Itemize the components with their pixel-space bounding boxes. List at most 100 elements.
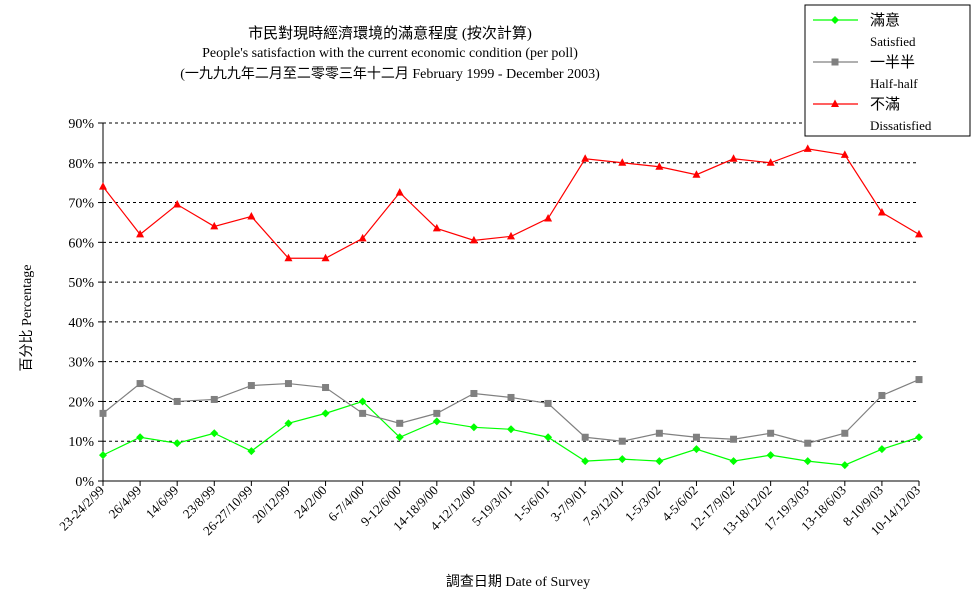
- data-point: [396, 419, 404, 427]
- legend-marker: [831, 58, 839, 66]
- data-point: [915, 376, 923, 384]
- x-axis-ticks: 23-24/2/9926/4/9914/6/9923/8/9926-27/10/…: [56, 481, 923, 538]
- x-axis-label: 調查日期 Date of Survey: [446, 574, 590, 590]
- data-point: [173, 200, 182, 208]
- legend-label-en: Half-half: [870, 76, 918, 91]
- data-point: [803, 144, 812, 152]
- data-point: [136, 229, 145, 238]
- x-tick-label: 1-5/6/01: [510, 483, 552, 525]
- data-point: [136, 380, 144, 388]
- data-point: [210, 221, 219, 230]
- data-point: [210, 429, 219, 438]
- data-point: [877, 208, 886, 216]
- y-tick-label: 40%: [68, 316, 94, 331]
- data-point: [247, 382, 255, 390]
- data-point: [321, 253, 330, 262]
- legend-label: 一半半: [870, 54, 915, 71]
- data-point: [99, 451, 107, 460]
- series-layer: [99, 144, 923, 470]
- data-point: [173, 439, 182, 448]
- data-point: [432, 223, 441, 232]
- data-point: [618, 455, 627, 464]
- y-tick-label: 80%: [68, 157, 94, 172]
- data-point: [840, 461, 849, 470]
- y-tick-label: 10%: [68, 435, 94, 450]
- x-tick-label: 20/12/99: [249, 483, 292, 526]
- data-point: [247, 211, 256, 220]
- gridlines: [103, 122, 919, 442]
- chart-subtitle: People's satisfaction with the current e…: [202, 46, 578, 61]
- y-tick-label: 50%: [68, 276, 94, 291]
- data-point: [618, 158, 627, 166]
- legend-label: 不滿: [870, 96, 900, 113]
- data-point: [433, 409, 441, 417]
- legend-box: [804, 4, 971, 137]
- data-point: [804, 439, 812, 447]
- series-half-half: [99, 376, 923, 447]
- data-point: [507, 393, 515, 401]
- x-tick-label: 23-24/2/99: [56, 483, 107, 534]
- data-point: [507, 425, 515, 434]
- x-tick-label: 26/4/99: [106, 483, 145, 522]
- data-point: [729, 457, 738, 466]
- data-point: [767, 429, 775, 437]
- data-point: [99, 182, 107, 190]
- legend-label-en: Satisfied: [870, 34, 916, 49]
- series-satisfied: [99, 397, 923, 470]
- data-point: [729, 154, 738, 162]
- data-point: [99, 409, 107, 417]
- data-point: [544, 433, 553, 442]
- y-axis-ticks: 0% 10% 20% 30% 40% 50% 60% 70% 80% 90%: [68, 117, 919, 490]
- data-point: [247, 447, 256, 456]
- data-point: [692, 445, 701, 454]
- data-point: [692, 433, 700, 441]
- data-point: [321, 409, 330, 418]
- data-point: [581, 154, 590, 162]
- x-tick-label: 1-5/3/02: [622, 483, 664, 525]
- data-point: [877, 445, 886, 454]
- legend-marker: [831, 99, 839, 107]
- data-point: [395, 188, 404, 196]
- data-point: [470, 389, 478, 397]
- data-point: [469, 423, 478, 432]
- data-point: [878, 391, 886, 399]
- data-point: [655, 457, 664, 466]
- data-point: [395, 433, 404, 442]
- x-tick-label: 14/6/99: [143, 483, 182, 522]
- y-tick-label: 0%: [75, 475, 94, 490]
- y-tick-label: 70%: [68, 197, 94, 212]
- legend-label: 滿意: [870, 11, 900, 29]
- data-point: [581, 433, 589, 441]
- data-point: [618, 437, 626, 445]
- data-point: [136, 433, 145, 442]
- y-tick-label: 20%: [68, 395, 94, 410]
- x-tick-label: 24/2/00: [291, 483, 330, 522]
- data-point: [322, 384, 330, 392]
- data-point: [766, 158, 775, 166]
- data-point: [803, 457, 812, 466]
- data-point: [507, 231, 515, 240]
- data-point: [359, 409, 367, 417]
- data-point: [358, 233, 367, 242]
- legend-item: 一半半 Half-half: [813, 54, 918, 91]
- series-line: [102, 379, 920, 444]
- chart-period: (一九九九年二月至二零零三年十二月 February 1999 - Decemb…: [180, 66, 600, 82]
- series-dissatisfied: [99, 144, 923, 262]
- data-point: [358, 397, 367, 406]
- data-point: [544, 399, 552, 407]
- data-point: [581, 457, 590, 466]
- data-point: [284, 380, 292, 388]
- data-point: [469, 235, 478, 244]
- y-tick-label: 60%: [68, 236, 94, 251]
- data-point: [840, 150, 849, 158]
- data-point: [915, 229, 923, 238]
- y-tick-label: 30%: [68, 356, 94, 371]
- data-point: [284, 419, 293, 428]
- legend-item: 滿意 Satisfied: [813, 11, 916, 49]
- data-point: [432, 417, 441, 426]
- data-point: [915, 433, 923, 442]
- legend-label-en: Dissatisfied: [870, 118, 932, 133]
- data-point: [210, 395, 218, 403]
- y-tick-label: 90%: [68, 117, 94, 132]
- data-point: [655, 162, 664, 170]
